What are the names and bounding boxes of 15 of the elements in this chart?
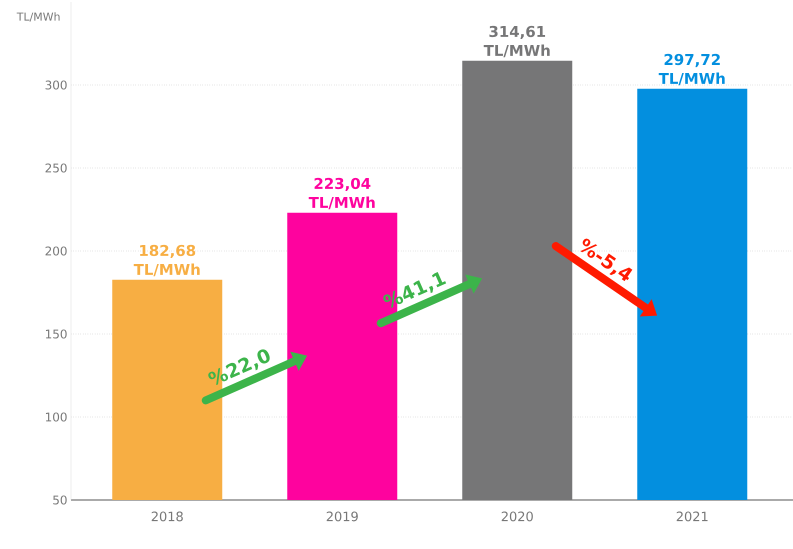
y-tick-label: 100 <box>46 412 67 422</box>
data-label: 314,61 TL/MWh <box>484 26 550 58</box>
y-tick-label: 300 <box>46 80 67 90</box>
data-label: 182,68 TL/MWh <box>134 244 200 276</box>
data-label: 297,72 TL/MWh <box>658 54 725 86</box>
y-tick-label: 150 <box>46 329 67 339</box>
y-tick-label: 250 <box>46 163 67 173</box>
y-tick-label: 200 <box>46 246 67 256</box>
x-tick-label: 2021 <box>676 512 708 522</box>
x-tick-label: 2020 <box>502 512 533 522</box>
y-tick-label: 50 <box>53 495 67 505</box>
text: TL/MWh <box>16 12 60 22</box>
data-label: 223,04 TL/MWh <box>308 178 375 210</box>
x-tick-label: 2019 <box>326 512 358 522</box>
x-tick-label: 2018 <box>152 512 183 522</box>
